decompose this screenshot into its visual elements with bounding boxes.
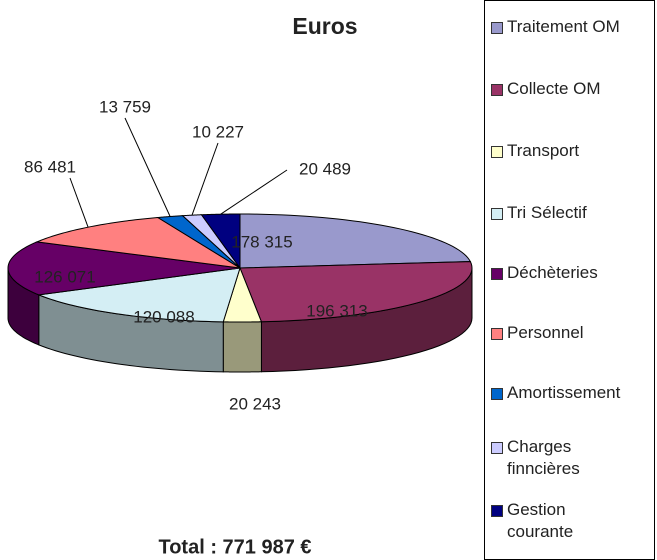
legend-item: Déchèteries bbox=[491, 262, 598, 284]
legend-label: Traitement OM bbox=[507, 17, 620, 36]
data-label: 86 481 bbox=[24, 157, 76, 176]
pie-slice bbox=[222, 266, 263, 323]
data-label: 13 759 bbox=[99, 97, 151, 116]
data-label: 120 088 bbox=[133, 307, 194, 326]
legend-swatch bbox=[491, 208, 503, 220]
total-annotation: Total : 771 987 € bbox=[158, 536, 311, 554]
leader-line bbox=[124, 117, 171, 217]
legend-label: Tri Sélectif bbox=[507, 203, 587, 222]
legend-item: Charges finncières bbox=[491, 436, 580, 480]
legend-swatch bbox=[491, 146, 503, 158]
legend-label: Transport bbox=[507, 141, 580, 160]
leader-line bbox=[191, 142, 219, 216]
legend-swatch bbox=[491, 268, 503, 280]
legend-item: Tri Sélectif bbox=[491, 202, 587, 224]
pie-tops bbox=[7, 213, 473, 323]
pie-slice bbox=[36, 267, 241, 323]
legend-swatch bbox=[491, 84, 503, 96]
pie-slice bbox=[200, 213, 241, 270]
legend-label: Collecte OM bbox=[507, 79, 601, 98]
pie-slice-side bbox=[222, 321, 262, 373]
chart: Euros Total : 771 987 € 178 315 196 313 20… bbox=[7, 13, 473, 554]
legend-swatch bbox=[491, 505, 503, 517]
pie-slice bbox=[239, 261, 473, 323]
legend-label: Personnel bbox=[507, 323, 584, 342]
pie-slice bbox=[239, 213, 472, 269]
legend-swatch bbox=[491, 22, 503, 34]
legend-item: Personnel bbox=[491, 322, 584, 344]
legend-swatch bbox=[491, 388, 503, 400]
data-label: 20 489 bbox=[299, 159, 351, 178]
pie-sides bbox=[7, 267, 473, 373]
pie-slice bbox=[7, 241, 241, 296]
legend-label: Déchèteries bbox=[507, 263, 598, 282]
data-label: 178 315 bbox=[231, 232, 292, 251]
legend-label: Charges finncières bbox=[507, 437, 580, 478]
pie-slice bbox=[35, 216, 241, 269]
leader-line bbox=[220, 169, 288, 215]
data-label: 196 313 bbox=[306, 301, 367, 320]
data-label: 126 071 bbox=[34, 267, 95, 286]
data-label: 10 227 bbox=[192, 122, 244, 141]
legend-item: Collecte OM bbox=[491, 78, 601, 100]
data-label: 20 243 bbox=[229, 394, 281, 413]
legend-item: Transport bbox=[491, 140, 579, 162]
legend-label: Gestion courante bbox=[507, 500, 574, 541]
legend-swatch bbox=[491, 328, 503, 340]
legend-swatch bbox=[491, 442, 503, 454]
legend-item: Traitement OM bbox=[491, 16, 620, 38]
legend: Traitement OM Collecte OM Transport Tri Sél… bbox=[484, 0, 655, 560]
legend-item: Gestion courante bbox=[491, 499, 573, 543]
legend-label: Amortissement bbox=[507, 383, 621, 402]
chart-title: Euros bbox=[292, 13, 357, 39]
legend-item: Amortissement bbox=[491, 382, 620, 404]
leader-line bbox=[69, 177, 89, 228]
